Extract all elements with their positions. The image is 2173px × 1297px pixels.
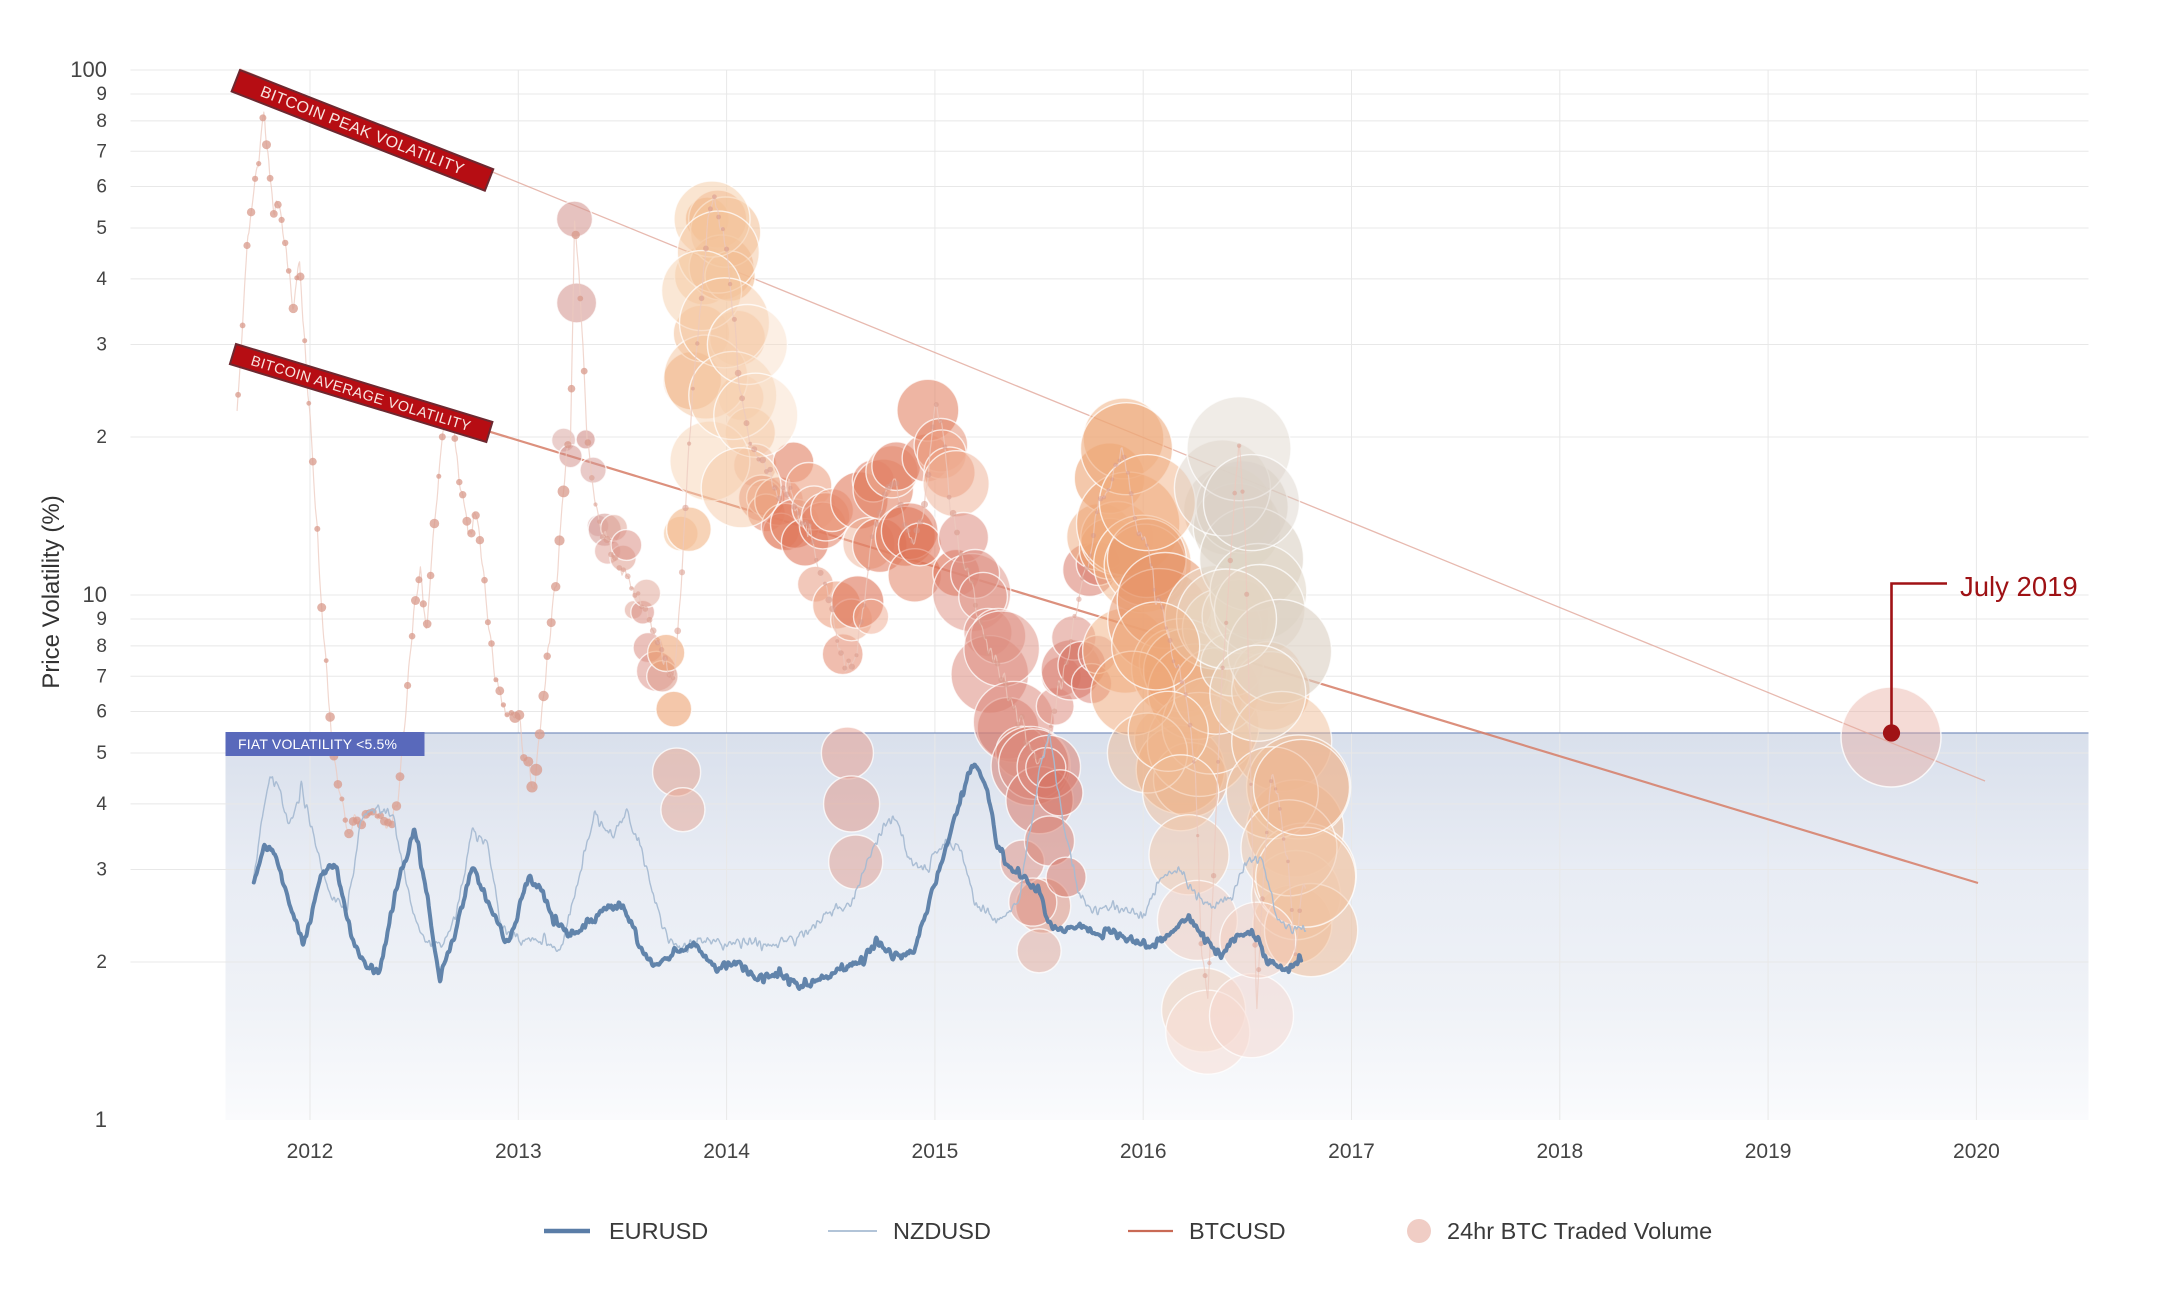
svg-text:3: 3: [96, 335, 107, 356]
svg-text:6: 6: [96, 702, 107, 723]
svg-text:6: 6: [96, 177, 107, 198]
svg-text:7: 7: [96, 141, 107, 162]
svg-text:9: 9: [96, 609, 107, 630]
svg-text:July 2019: July 2019: [1960, 571, 2078, 602]
svg-text:2014: 2014: [703, 1140, 750, 1163]
svg-text:2018: 2018: [1536, 1140, 1583, 1163]
svg-text:5: 5: [96, 218, 107, 239]
svg-text:2013: 2013: [495, 1140, 542, 1163]
svg-text:2020: 2020: [1953, 1140, 2000, 1163]
svg-text:2012: 2012: [287, 1140, 334, 1163]
svg-text:9: 9: [96, 84, 107, 105]
svg-text:2016: 2016: [1120, 1140, 1167, 1163]
svg-text:8: 8: [96, 636, 107, 657]
svg-text:2: 2: [96, 952, 107, 973]
svg-text:2019: 2019: [1745, 1140, 1792, 1163]
svg-text:8: 8: [96, 111, 107, 132]
svg-text:2: 2: [96, 427, 107, 448]
svg-text:7: 7: [96, 666, 107, 687]
svg-text:24hr BTC Traded Volume: 24hr BTC Traded Volume: [1447, 1218, 1712, 1244]
svg-text:4: 4: [96, 794, 107, 815]
svg-text:4: 4: [96, 269, 107, 290]
svg-text:NZDUSD: NZDUSD: [893, 1218, 991, 1244]
svg-text:5: 5: [96, 743, 107, 764]
svg-text:EURUSD: EURUSD: [609, 1218, 708, 1244]
svg-text:10: 10: [83, 582, 107, 607]
svg-text:Price Volatility (%): Price Volatility (%): [38, 495, 65, 688]
svg-text:BTCUSD: BTCUSD: [1189, 1218, 1286, 1244]
svg-text:100: 100: [70, 57, 107, 82]
svg-text:FIAT VOLATILITY <5.5%: FIAT VOLATILITY <5.5%: [238, 736, 397, 752]
svg-text:1: 1: [95, 1107, 107, 1132]
svg-text:3: 3: [96, 860, 107, 881]
svg-text:2015: 2015: [912, 1140, 959, 1163]
svg-text:2017: 2017: [1328, 1140, 1375, 1163]
